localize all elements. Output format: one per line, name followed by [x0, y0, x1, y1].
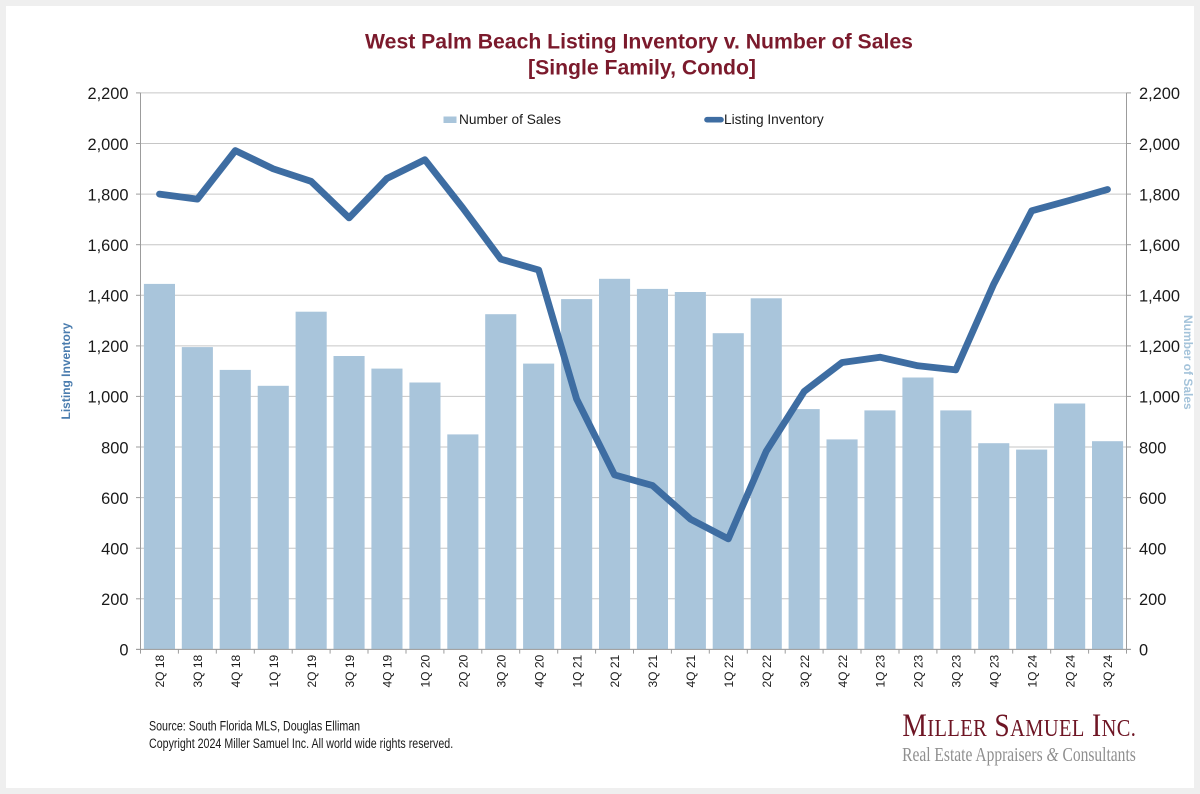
- svg-text:2Q 20: 2Q 20: [457, 654, 471, 687]
- svg-text:1,600: 1,600: [87, 237, 128, 255]
- svg-text:2,000: 2,000: [1139, 136, 1180, 154]
- svg-text:3Q 21: 3Q 21: [646, 654, 660, 687]
- svg-text:Copyright 2024 Miller Samuel I: Copyright 2024 Miller Samuel Inc. All wo…: [149, 736, 453, 752]
- svg-text:1,000: 1,000: [1139, 389, 1180, 407]
- svg-text:West Palm Beach Listing Invent: West Palm Beach Listing Inventory v. Num…: [365, 31, 913, 54]
- svg-text:2Q 21: 2Q 21: [608, 654, 622, 687]
- svg-text:600: 600: [1139, 490, 1166, 508]
- svg-text:Number of Sales: Number of Sales: [459, 112, 561, 127]
- svg-text:3Q 20: 3Q 20: [495, 654, 509, 687]
- svg-text:2Q 24: 2Q 24: [1063, 654, 1077, 687]
- svg-text:1,400: 1,400: [1139, 288, 1180, 306]
- svg-text:1,200: 1,200: [87, 338, 128, 356]
- svg-text:4Q 21: 4Q 21: [684, 654, 698, 687]
- svg-text:[Single Family, Condo]: [Single Family, Condo]: [528, 57, 756, 80]
- svg-text:1Q 19: 1Q 19: [267, 654, 281, 687]
- svg-text:800: 800: [1139, 439, 1166, 457]
- svg-text:2Q 23: 2Q 23: [912, 654, 926, 687]
- svg-text:Listing Inventory: Listing Inventory: [724, 112, 824, 127]
- svg-text:800: 800: [101, 439, 128, 457]
- svg-text:2Q 19: 2Q 19: [305, 654, 319, 687]
- svg-text:1,000: 1,000: [87, 389, 128, 407]
- svg-text:2Q 18: 2Q 18: [153, 654, 167, 687]
- svg-text:Listing Inventory: Listing Inventory: [59, 323, 73, 420]
- svg-text:400: 400: [1139, 541, 1166, 559]
- svg-text:2,000: 2,000: [87, 136, 128, 154]
- svg-text:4Q 20: 4Q 20: [532, 654, 546, 687]
- svg-text:3Q 18: 3Q 18: [191, 654, 205, 687]
- svg-text:1Q 24: 1Q 24: [1025, 654, 1039, 687]
- svg-text:4Q 23: 4Q 23: [988, 654, 1002, 687]
- svg-text:Real Estate Appraisers & Consu: Real Estate Appraisers & Consultants: [902, 743, 1136, 765]
- svg-text:1Q 21: 1Q 21: [570, 654, 584, 687]
- svg-text:400: 400: [101, 541, 128, 559]
- svg-text:1Q 22: 1Q 22: [722, 654, 736, 687]
- svg-text:2,200: 2,200: [1139, 85, 1180, 103]
- svg-text:1,400: 1,400: [87, 288, 128, 306]
- svg-text:Number of Sales: Number of Sales: [1181, 315, 1195, 410]
- svg-text:2,200: 2,200: [87, 85, 128, 103]
- svg-text:Source: South Florida MLS, Dou: Source: South Florida MLS, Douglas Ellim…: [149, 718, 360, 734]
- svg-text:200: 200: [1139, 591, 1166, 609]
- svg-text:3Q 19: 3Q 19: [343, 654, 357, 687]
- svg-text:1,600: 1,600: [1139, 237, 1180, 255]
- svg-text:4Q 18: 4Q 18: [229, 654, 243, 687]
- svg-text:1Q 20: 1Q 20: [419, 654, 433, 687]
- svg-text:0: 0: [119, 642, 128, 660]
- svg-text:0: 0: [1139, 642, 1148, 660]
- svg-text:200: 200: [101, 591, 128, 609]
- svg-text:3Q 23: 3Q 23: [950, 654, 964, 687]
- svg-text:4Q 22: 4Q 22: [836, 654, 850, 687]
- svg-text:3Q 24: 3Q 24: [1101, 654, 1115, 687]
- svg-text:2Q 22: 2Q 22: [760, 654, 774, 687]
- svg-text:1,800: 1,800: [87, 186, 128, 204]
- svg-text:4Q 19: 4Q 19: [381, 654, 395, 687]
- svg-text:3Q 22: 3Q 22: [798, 654, 812, 687]
- svg-text:1Q 23: 1Q 23: [874, 654, 888, 687]
- svg-text:600: 600: [101, 490, 128, 508]
- svg-text:1,800: 1,800: [1139, 186, 1180, 204]
- svg-text:1,200: 1,200: [1139, 338, 1180, 356]
